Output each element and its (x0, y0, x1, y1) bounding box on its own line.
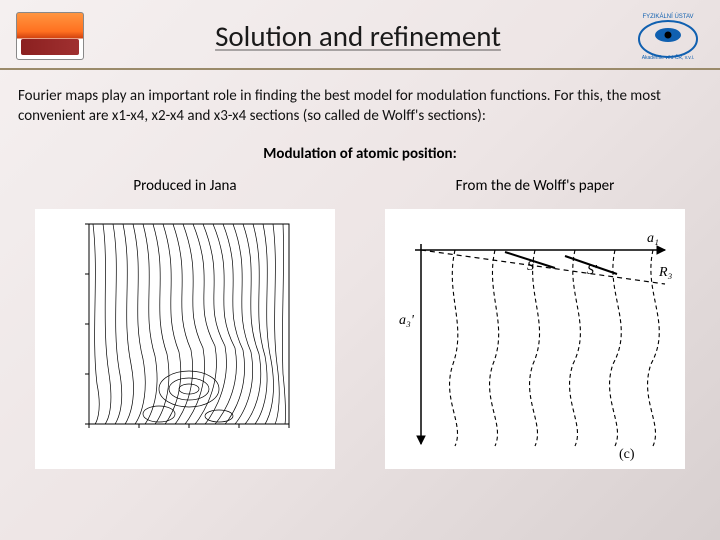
slide-title: Solution and refinement (84, 18, 632, 54)
conference-logo-icon (16, 12, 84, 60)
institute-logo-icon: FYZIKÁLNÍ ÚSTAV Akademie věd ČR, v.v.i. (632, 8, 704, 64)
header: Solution and refinement FYZIKÁLNÍ ÚSTAV … (0, 0, 720, 70)
logo-text-top: FYZIKÁLNÍ ÚSTAV (642, 13, 693, 20)
left-figure-label: Produced in Jana (20, 177, 350, 209)
figure-columns: Produced in Jana (0, 177, 720, 469)
section-subtitle: Modulation of atomic position: (0, 135, 720, 177)
logo-text-bottom: Akademie věd ČR, v.v.i. (642, 54, 695, 61)
right-figure-label: From the de Wolff's paper (370, 177, 700, 209)
intro-paragraph: Fourier maps play an important role in f… (0, 70, 720, 135)
axis-a3-label: a₃' (399, 313, 415, 328)
left-column: Produced in Jana (20, 177, 350, 469)
axis-a1-label: a₁ (647, 231, 659, 246)
jana-contour-figure (35, 209, 335, 469)
r3-label: R₃ (658, 265, 673, 280)
right-column: From the de Wolff's paper (370, 177, 700, 469)
sprime-label: S' (587, 263, 598, 278)
panel-label: (c) (619, 447, 635, 462)
dewolff-diagram-figure: a₁ a₃' S S' R₃ (c) (385, 209, 685, 469)
s-label: S (527, 259, 534, 274)
